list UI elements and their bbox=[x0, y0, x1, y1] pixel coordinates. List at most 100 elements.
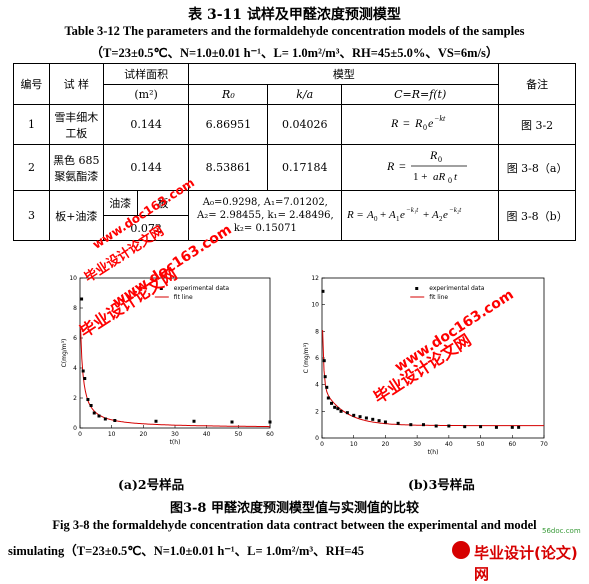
table-row: 2 黑色 685 聚氨酯漆 0.144 8.53861 0.17184 R = … bbox=[13, 144, 576, 191]
y-tick-label: 6 bbox=[73, 335, 77, 342]
svg-text:1 +: 1 + bbox=[413, 171, 427, 183]
x-tick-label: 40 bbox=[445, 441, 453, 448]
data-point bbox=[80, 297, 84, 301]
data-point bbox=[371, 417, 375, 421]
svg-text:aR: aR bbox=[433, 171, 446, 183]
header-number: 编号 bbox=[13, 63, 50, 105]
header-sample: 试 样 bbox=[48, 63, 104, 105]
svg-text:R: R bbox=[386, 159, 395, 173]
y-tick-label: 0 bbox=[315, 435, 319, 442]
legend-label-fit: fit line bbox=[174, 294, 193, 301]
row2-area: 0.144 bbox=[102, 144, 190, 191]
data-point bbox=[345, 411, 349, 415]
row1-remark: 图 3-2 bbox=[498, 104, 576, 145]
row3-sample: 板+油漆 bbox=[48, 190, 104, 241]
header-formula: C=R=f(t) bbox=[341, 84, 500, 105]
x-axis-label: t(h) bbox=[428, 449, 439, 456]
table-title-en: Table 3-12 The parameters and the formal… bbox=[64, 24, 525, 38]
data-point bbox=[434, 424, 438, 428]
data-point bbox=[103, 417, 107, 421]
svg-text:=: = bbox=[399, 159, 406, 173]
data-point bbox=[113, 419, 117, 422]
data-point bbox=[494, 425, 498, 429]
data-point bbox=[396, 421, 400, 425]
data-point bbox=[447, 424, 451, 428]
data-point bbox=[83, 377, 87, 380]
x-tick-label: 60 bbox=[508, 441, 516, 448]
svg-text:A: A bbox=[366, 209, 374, 221]
row3-params: A₀=0.9298, A₁=7.01202, A₂= 2.98455, k₁= … bbox=[188, 190, 343, 241]
table-row: 3 板+油漆 油漆 板 A₀=0.9298, A₁=7.01202, A₂= 2… bbox=[13, 190, 576, 241]
legend-marker bbox=[415, 287, 419, 290]
row2-ka: 0.17184 bbox=[267, 144, 343, 191]
data-point bbox=[510, 425, 514, 429]
y-tick-label: 10 bbox=[69, 275, 77, 282]
data-point bbox=[336, 407, 340, 411]
formula-fraction: R = R 0 1 + aR 0 t bbox=[386, 148, 468, 185]
formula-double-exponential: R = A 0 + A 1 e −k₁t + A 2 e −k₂t bbox=[346, 206, 462, 223]
x-tick-label: 20 bbox=[382, 441, 390, 448]
data-point bbox=[321, 289, 325, 293]
svg-text:0: 0 bbox=[448, 176, 452, 185]
svg-text:+: + bbox=[423, 209, 429, 221]
svg-text:=: = bbox=[403, 116, 410, 130]
chart-a: 0 10 20 30 40 50 60 0 2 4 6 8 10 t(h) C(mg/m³) experime… bbox=[61, 275, 274, 446]
legend-label-points: experimental data bbox=[174, 285, 230, 292]
formula-exponential: R = R 0 e −kt bbox=[390, 114, 446, 132]
data-point bbox=[326, 396, 330, 400]
data-point bbox=[81, 369, 85, 373]
data-point bbox=[352, 413, 356, 417]
x-tick-label: 60 bbox=[266, 431, 274, 438]
svg-text:R: R bbox=[390, 116, 399, 130]
fit-line bbox=[80, 328, 270, 428]
svg-text:A: A bbox=[388, 209, 396, 221]
legend-marker bbox=[159, 287, 163, 290]
svg-text:A: A bbox=[431, 209, 439, 221]
svg-text:+: + bbox=[380, 209, 386, 221]
y-tick-label: 0 bbox=[73, 425, 77, 432]
site-logo: 毕业设计(论文)网 bbox=[452, 540, 584, 583]
y-tick-label: 4 bbox=[73, 365, 77, 372]
x-tick-label: 40 bbox=[203, 431, 211, 438]
data-point bbox=[325, 385, 329, 389]
legend-label-points: experimental data bbox=[429, 285, 485, 292]
data-point bbox=[92, 411, 96, 415]
x-tick-label: 10 bbox=[108, 431, 116, 438]
x-tick-label: 0 bbox=[78, 431, 82, 438]
data-point bbox=[192, 419, 196, 423]
header-model: 模型 bbox=[188, 63, 500, 85]
chart-b-caption: (b)3号样品 bbox=[408, 477, 475, 492]
header-remark: 备注 bbox=[498, 63, 576, 105]
row1-sample: 雪丰细木工板 bbox=[48, 104, 104, 145]
svg-text:0: 0 bbox=[438, 155, 442, 164]
data-point bbox=[358, 415, 362, 419]
data-point bbox=[268, 420, 272, 424]
y-tick-label: 8 bbox=[315, 328, 319, 335]
y-tick-label: 12 bbox=[311, 275, 319, 282]
y-tick-label: 4 bbox=[315, 382, 319, 389]
site-watermark: 56doc.com bbox=[542, 527, 581, 535]
svg-text:R: R bbox=[346, 209, 354, 221]
table-conditions: （T=23±0.5℃、N=1.0±0.01 h⁻¹、L= 1.0m²/m³、RH… bbox=[90, 46, 499, 60]
figure-caption-en-2: simulating（T=23±0.5℃、N=1.0±0.01 h⁻¹、L= 1… bbox=[8, 544, 365, 558]
data-point bbox=[364, 416, 368, 420]
figure-caption-en-1: Fig 3-8 the formaldehyde concentration d… bbox=[52, 518, 537, 532]
svg-text:−kt: −kt bbox=[434, 114, 446, 123]
y-tick-label: 2 bbox=[73, 395, 77, 402]
row3-sub1: 油漆 bbox=[102, 190, 138, 216]
data-point bbox=[97, 414, 101, 418]
row3-area: 0.072 bbox=[102, 215, 190, 241]
x-tick-label: 10 bbox=[350, 441, 358, 448]
data-point bbox=[479, 425, 483, 429]
logo-text: 毕业设计(论文)网 bbox=[474, 544, 578, 583]
svg-text:2: 2 bbox=[439, 215, 443, 223]
row2-formula: R = R 0 1 + aR 0 t bbox=[341, 144, 500, 191]
data-point bbox=[154, 419, 158, 423]
y-tick-label: 2 bbox=[315, 408, 319, 415]
svg-text:e: e bbox=[400, 209, 405, 221]
x-tick-label: 50 bbox=[235, 431, 243, 438]
chart-b: 0 10 20 30 40 50 60 70 0 2 4 6 8 10 12 t(h) C (mg/m³) exp… bbox=[303, 275, 548, 456]
svg-text:t: t bbox=[454, 171, 458, 183]
row1-area: 0.144 bbox=[102, 104, 190, 145]
x-tick-label: 70 bbox=[540, 441, 548, 448]
